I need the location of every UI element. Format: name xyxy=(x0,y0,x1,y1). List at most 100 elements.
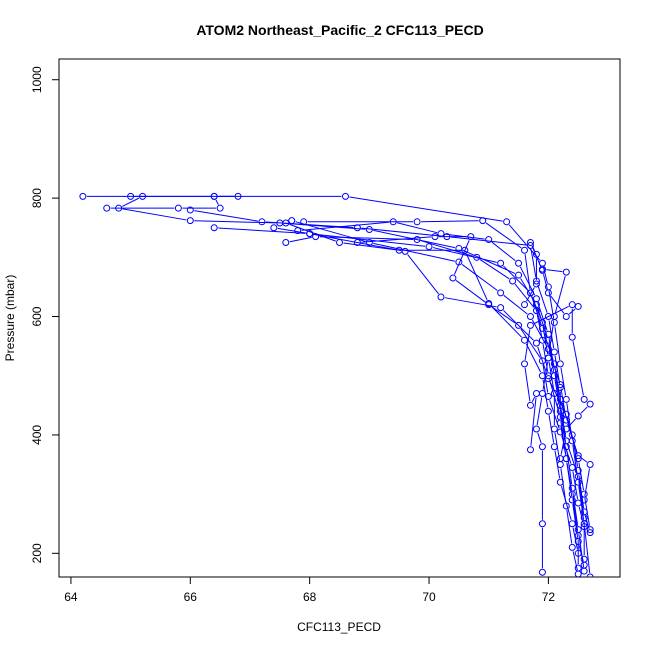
data-point xyxy=(574,466,582,474)
series-segment xyxy=(491,306,523,338)
data-point xyxy=(568,520,576,528)
series-segment xyxy=(461,264,498,291)
y-tick-label: 800 xyxy=(30,188,44,208)
x-tick-label: 66 xyxy=(184,590,198,604)
series-segment xyxy=(537,432,542,444)
series-segment xyxy=(572,498,579,532)
data-point xyxy=(568,543,576,551)
data-point xyxy=(562,313,570,321)
series-segment xyxy=(560,409,567,437)
data-point xyxy=(509,277,517,285)
series-segment xyxy=(524,329,531,361)
data-point xyxy=(467,233,475,241)
data-point xyxy=(174,204,182,212)
x-tick-label: 70 xyxy=(422,590,436,604)
data-point xyxy=(79,192,87,200)
series-segment xyxy=(542,274,548,290)
y-tick-label: 400 xyxy=(30,425,44,445)
series-segment xyxy=(572,503,579,538)
data-point xyxy=(300,218,308,226)
series-segment xyxy=(289,236,312,243)
data-point xyxy=(574,549,582,557)
data-point xyxy=(473,253,481,261)
data-point xyxy=(413,218,421,226)
series-segment xyxy=(578,506,584,523)
data-point xyxy=(568,333,576,341)
series-segment xyxy=(526,287,535,302)
data-point xyxy=(455,258,463,266)
data-point xyxy=(288,217,296,225)
data-point xyxy=(574,499,582,507)
series-segment xyxy=(584,468,590,497)
series-segment xyxy=(444,297,497,308)
series-segment xyxy=(396,222,438,234)
series-segment xyxy=(584,515,590,529)
series-segment xyxy=(503,294,528,315)
data-point xyxy=(413,236,421,244)
data-point xyxy=(532,425,540,433)
series-segment xyxy=(215,199,219,205)
series-segment xyxy=(537,284,548,313)
series-segment xyxy=(491,241,516,262)
data-point xyxy=(521,336,529,344)
series-segment xyxy=(524,254,531,289)
data-point xyxy=(449,274,457,282)
data-point xyxy=(586,529,594,537)
data-point xyxy=(282,239,290,247)
data-point xyxy=(580,496,588,504)
data-point xyxy=(544,345,552,353)
data-point xyxy=(526,241,534,249)
data-point xyxy=(425,243,433,251)
data-point xyxy=(532,339,540,347)
series-segment xyxy=(361,227,443,237)
data-point xyxy=(556,455,564,463)
data-point xyxy=(365,239,373,247)
series-12 xyxy=(288,217,594,504)
data-point xyxy=(556,381,564,389)
series-segment xyxy=(313,233,426,247)
series-segment xyxy=(525,343,542,373)
series-segment xyxy=(194,220,276,224)
data-point xyxy=(574,537,582,545)
series-segment xyxy=(122,208,187,221)
data-point xyxy=(574,412,582,420)
series-segment xyxy=(548,415,555,443)
y-tick-label: 1000 xyxy=(30,66,44,93)
data-point xyxy=(550,443,558,451)
y-axis-label: Pressure (mbar) xyxy=(3,275,17,362)
y-tick-label: 600 xyxy=(30,306,44,326)
data-point xyxy=(544,289,552,297)
series-segment xyxy=(277,227,306,234)
data-point xyxy=(586,526,594,534)
data-point xyxy=(580,523,588,531)
series-segment xyxy=(530,249,537,278)
data-point xyxy=(574,455,582,463)
series-segment xyxy=(560,468,567,503)
data-point xyxy=(282,219,290,227)
x-tick-label: 68 xyxy=(303,590,317,604)
series-segment xyxy=(554,450,561,479)
series-segment xyxy=(549,382,565,411)
series-segment xyxy=(550,295,565,314)
data-point xyxy=(532,389,540,397)
series-segment xyxy=(546,269,563,273)
series-segment xyxy=(572,551,578,571)
data-point xyxy=(526,313,534,321)
data-point xyxy=(568,496,576,504)
data-point xyxy=(526,289,534,297)
series-segment xyxy=(462,249,516,274)
series-segment xyxy=(536,397,543,426)
series-segment xyxy=(581,457,588,463)
data-point xyxy=(521,301,529,309)
series-segment xyxy=(560,485,572,521)
data-point xyxy=(485,236,493,244)
data-point xyxy=(431,233,439,241)
series-segment xyxy=(572,341,584,396)
data-point xyxy=(586,573,594,577)
series-segment xyxy=(194,210,259,222)
data-point xyxy=(127,192,135,200)
series-segment xyxy=(508,224,541,261)
series-segment xyxy=(537,308,548,337)
data-point xyxy=(186,206,194,214)
